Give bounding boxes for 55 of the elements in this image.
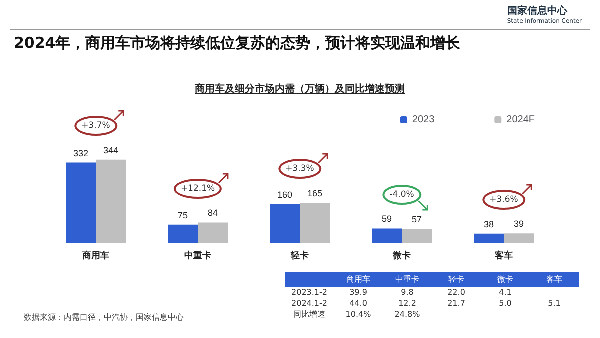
bar bbox=[66, 162, 96, 243]
bar bbox=[300, 203, 330, 243]
text: 22.0 bbox=[448, 288, 466, 297]
annotation: -4.0% bbox=[382, 184, 422, 205]
text: 5.1 bbox=[548, 299, 561, 308]
text: 12.2 bbox=[398, 299, 416, 308]
category-label: 商用车 bbox=[334, 272, 383, 287]
category-label: 2023.1-2 bbox=[292, 288, 328, 297]
data-label: 165 bbox=[307, 188, 323, 199]
source-note: 数据来源：内需口径，中汽协，国家信息中心 bbox=[24, 312, 184, 323]
x-tick-label: 轻卡 bbox=[290, 250, 309, 260]
bar bbox=[270, 204, 300, 243]
text: 39.9 bbox=[350, 288, 368, 297]
chart-title: 2024年，商用车市场将持续低位复苏的态势，预计将实现温和增长 bbox=[14, 34, 461, 53]
data-label: 160 bbox=[277, 190, 293, 200]
text: 5.0 bbox=[499, 299, 512, 308]
legend-label: 2024F bbox=[506, 114, 536, 126]
data-label: 57 bbox=[412, 214, 422, 225]
text: 国家信息中心 bbox=[507, 4, 568, 18]
category-label: 中重卡 bbox=[383, 272, 432, 287]
legend-label: 2023 bbox=[412, 114, 436, 126]
bar bbox=[372, 228, 402, 243]
text: 9.8 bbox=[401, 288, 414, 297]
x-tick-label: 商用车 bbox=[82, 250, 110, 260]
category-label: 客车 bbox=[530, 272, 579, 287]
data-label: 39 bbox=[514, 219, 524, 230]
x-tick-label: 中重卡 bbox=[184, 250, 212, 260]
annotation: +3.6% bbox=[482, 190, 526, 210]
data-label: 344 bbox=[103, 145, 119, 156]
category-label: 同比增速 bbox=[294, 310, 326, 319]
annotation: +12.1% bbox=[174, 178, 222, 199]
data-label: 59 bbox=[382, 214, 392, 224]
bar bbox=[198, 222, 228, 243]
text: 44.0 bbox=[350, 299, 368, 308]
data-label: 84 bbox=[208, 208, 218, 218]
text: +3.7% bbox=[74, 116, 118, 136]
text: 10.4% bbox=[346, 310, 372, 319]
bar bbox=[168, 224, 198, 243]
bar bbox=[504, 234, 534, 243]
x-tick-label: 客车 bbox=[494, 250, 513, 260]
x-tick-label: 微卡 bbox=[392, 250, 411, 260]
category-label: 微卡 bbox=[481, 272, 530, 287]
bar bbox=[96, 160, 126, 243]
data-label: 38 bbox=[484, 219, 494, 230]
data-label: 75 bbox=[178, 210, 188, 220]
text: 4.1 bbox=[499, 288, 512, 297]
chart-subtitle: 商用车及细分市场内需（万辆）及同比增速预测 bbox=[194, 82, 406, 96]
annotation: +3.3% bbox=[278, 159, 322, 180]
data-label: 332 bbox=[73, 148, 89, 158]
bar bbox=[474, 234, 504, 243]
category-label: 轻卡 bbox=[432, 272, 481, 287]
text: 21.7 bbox=[448, 299, 466, 308]
category-label: 2024.1-2 bbox=[292, 299, 328, 308]
bar bbox=[402, 229, 432, 243]
text: 24.8% bbox=[394, 310, 420, 319]
